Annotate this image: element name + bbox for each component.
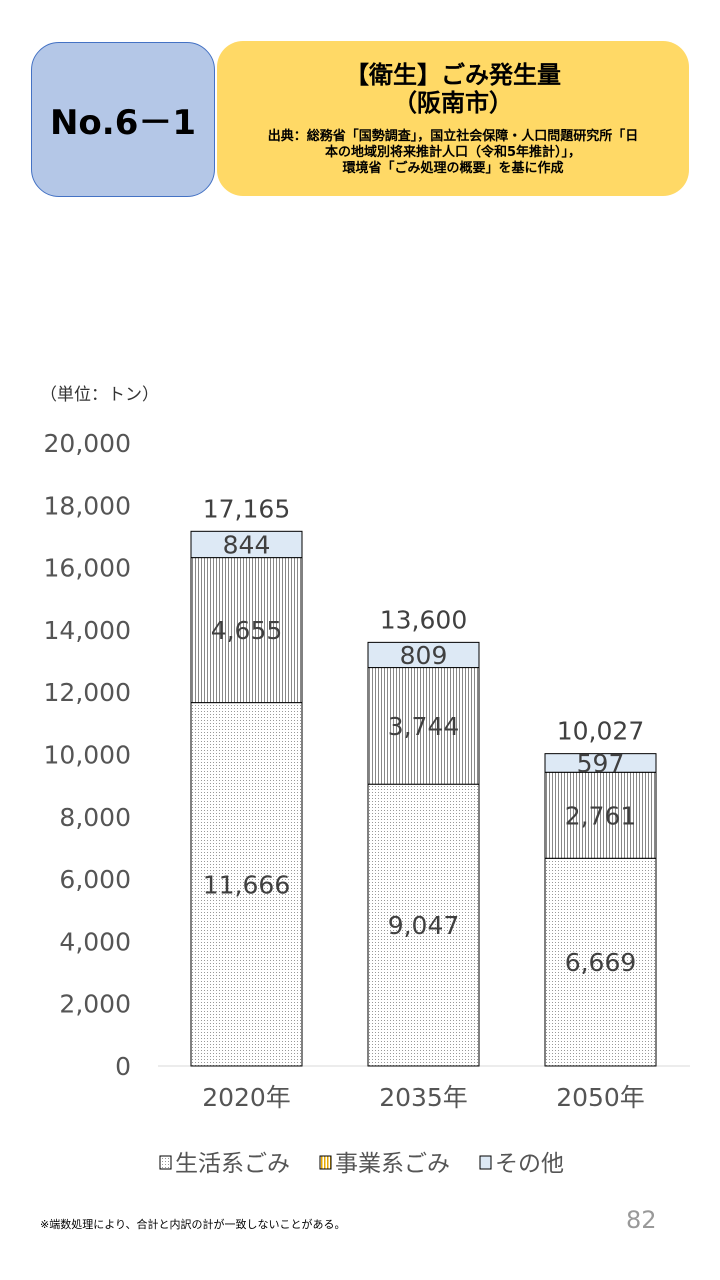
data-label: 3,744 xyxy=(388,712,460,741)
legend-label: その他 xyxy=(495,1151,564,1177)
y-tick-label: 6,000 xyxy=(59,865,131,894)
slide-number-badge: No.6－1 xyxy=(31,42,215,197)
data-label: 2,761 xyxy=(565,801,637,830)
total-label: 13,600 xyxy=(380,605,467,634)
y-tick-label: 2,000 xyxy=(59,990,131,1019)
legend-label: 生活系ごみ xyxy=(175,1151,290,1177)
title-box: 【衛生】ごみ発生量 （阪南市） 出典：総務省「国勢調査」，国立社会保障・人口問題… xyxy=(217,41,689,196)
y-tick-label: 20,000 xyxy=(44,429,131,458)
unit-label: （単位：トン） xyxy=(40,385,159,405)
y-tick-label: 18,000 xyxy=(44,491,131,520)
y-tick-label: 10,000 xyxy=(44,741,131,770)
bar-segment xyxy=(367,641,480,669)
total-label: 10,027 xyxy=(557,717,644,746)
bar-segment xyxy=(544,857,657,1067)
y-tick-label: 8,000 xyxy=(59,803,131,832)
source-line: 環境省「ごみ処理の概要」を基に作成 xyxy=(342,161,564,176)
data-label: 809 xyxy=(400,641,448,670)
legend-swatch xyxy=(479,1155,492,1170)
slide-number: No.6－1 xyxy=(49,103,197,143)
legend-label: 事業系ごみ xyxy=(335,1151,450,1177)
x-tick-label: 2020年 xyxy=(202,1083,291,1112)
page-title: 【衛生】ごみ発生量 xyxy=(345,61,561,89)
y-tick-label: 0 xyxy=(115,1052,131,1081)
x-tick-label: 2035年 xyxy=(379,1083,468,1112)
data-label: 11,666 xyxy=(203,870,290,899)
data-label: 6,669 xyxy=(565,948,637,977)
y-tick-label: 14,000 xyxy=(44,616,131,645)
bar-segment xyxy=(190,702,303,1067)
footnote: ※端数処理により、合計と内訳の計が一致しないことがある。 xyxy=(40,1218,346,1231)
bar-segment xyxy=(190,530,303,559)
legend-swatch xyxy=(159,1155,172,1170)
data-label: 4,655 xyxy=(211,616,283,645)
bar-segment xyxy=(367,667,480,785)
y-tick-label: 16,000 xyxy=(44,554,131,583)
page-subtitle: （阪南市） xyxy=(393,89,513,117)
source-text: 出典：総務省「国勢調査」，国立社会保障・人口問題研究所「日 本の地域別将来推計人… xyxy=(231,129,675,177)
y-tick-label: 12,000 xyxy=(44,678,131,707)
data-label: 597 xyxy=(577,749,625,778)
stacked-bar-chart: （単位：トン） 0 2,000 4,000 6,000 8,000 10,000 12,00… xyxy=(40,385,690,1177)
data-label: 9,047 xyxy=(388,911,460,940)
legend-swatch xyxy=(319,1155,332,1170)
x-tick-label: 2050年 xyxy=(556,1083,645,1112)
data-label: 844 xyxy=(223,530,271,559)
page-number: 82 xyxy=(626,1206,657,1234)
bar-segment xyxy=(544,771,657,859)
source-line: 出典：総務省「国勢調査」，国立社会保障・人口問題研究所「日 xyxy=(267,129,639,144)
source-line: 本の地域別将来推計人口（令和5年推計）」， xyxy=(324,145,582,160)
bar-segment xyxy=(367,783,480,1067)
total-label: 17,165 xyxy=(203,494,290,523)
bar-segment xyxy=(544,753,657,773)
y-tick-label: 4,000 xyxy=(59,927,131,956)
